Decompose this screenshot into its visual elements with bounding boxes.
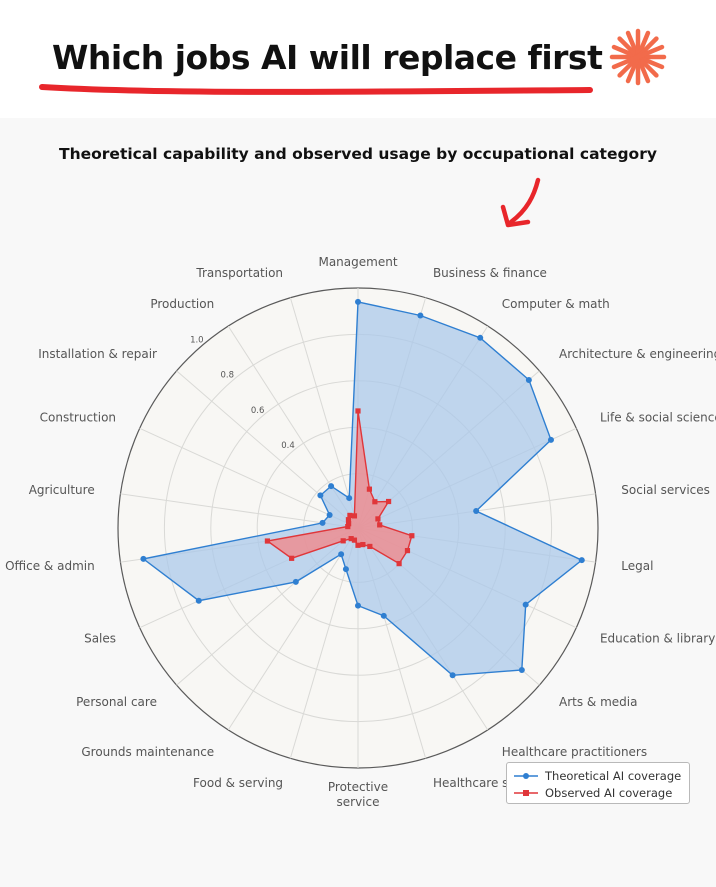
data-point-observed [385,498,392,505]
series-layer [140,298,585,679]
data-point-theoretical [346,495,353,502]
data-point-observed [396,561,402,567]
category-label: service [337,795,380,809]
data-point-theoretical [195,597,202,604]
data-point-observed [346,521,352,527]
data-point-theoretical [355,602,361,609]
data-point-observed [377,522,383,528]
radial-tick-label: 0.6 [251,406,265,416]
sparkle-icon [609,28,667,86]
data-point-observed [340,538,346,544]
legend-label-observed: Observed AI coverage [545,786,673,800]
category-label: Office & admin [5,559,95,573]
data-point-theoretical [140,555,147,562]
data-point-observed [348,536,354,542]
category-label: Transportation [195,266,283,280]
data-point-theoretical [342,566,349,573]
category-label: Sales [84,632,116,646]
category-label: Grounds maintenance [81,745,214,759]
data-point-observed [366,486,373,492]
data-point-theoretical [518,666,525,673]
data-point-theoretical [477,334,484,341]
legend-swatch-observed [514,790,538,796]
radar-spoke [227,527,359,731]
category-label: Education & library [600,632,715,646]
hand-drawn-arrow [500,177,541,228]
category-label: Life & social sciences [600,410,716,424]
data-point-observed [347,512,353,519]
legend-item-theoretical: Theoretical AI coverage [513,768,681,784]
data-point-theoretical [473,508,480,515]
data-point-theoretical [449,672,456,679]
legend-label-theoretical: Theoretical AI coverage [545,769,682,783]
data-point-observed [345,517,352,523]
data-point-observed [264,538,271,544]
data-point-theoretical [578,557,585,564]
category-label: Management [318,255,397,269]
category-label: Healthcare practitioners [502,745,647,759]
category-label: Computer & math [502,297,610,311]
category-label: Architecture & engineering [559,347,716,361]
data-point-theoretical [326,512,333,519]
data-point-observed [372,499,378,505]
radial-tick-label: 0.4 [281,441,295,451]
data-point-theoretical [522,601,529,608]
data-point-observed [367,543,373,550]
data-point-theoretical [547,436,554,443]
data-point-theoretical [338,551,345,558]
arrow-shaft [508,177,541,225]
data-point-observed [351,537,358,543]
category-label: Social services [621,483,710,497]
radar-spoke [289,297,359,529]
data-point-observed [360,541,366,548]
radar-spoke [120,493,359,529]
data-point-observed [355,408,361,414]
data-point-observed [409,533,415,539]
category-label: Agriculture [29,483,95,497]
arrow-head [500,204,531,228]
data-point-observed [351,513,358,519]
category-label: Installation & repair [38,347,157,361]
headline-underline [39,84,593,95]
category-label: Business & finance [433,266,547,280]
data-point-theoretical [317,492,324,499]
data-point-theoretical [380,612,387,619]
radial-tick-label: 0.8 [220,371,234,381]
radial-ticks: 0.4 0.6 0.8 1.0 [190,336,295,451]
legend: Theoretical AI coverage Observed AI cove… [506,762,690,804]
chart-title: Theoretical capability and observed usag… [59,145,657,163]
category-label: Legal [621,559,653,573]
category-label: Food & serving [193,776,283,790]
data-point-observed [345,523,351,530]
data-point-theoretical [417,312,424,319]
category-labels: Management Business & finance Computer & m… [5,255,716,809]
category-label: Production [150,297,214,311]
category-label: Construction [40,410,116,424]
data-point-observed [375,516,381,522]
category-label: Personal care [76,695,157,709]
data-point-observed [355,542,361,548]
data-point-observed [289,555,295,561]
category-label: Protective [328,780,388,794]
headline: Which jobs AI will replace first [52,38,603,77]
data-point-theoretical [319,519,326,526]
category-label: Arts & media [559,695,637,709]
data-point-theoretical [328,483,335,490]
data-point-theoretical [355,298,361,305]
data-point-observed [404,547,411,554]
radar-spoke [139,427,359,529]
legend-item-observed: Observed AI coverage [513,785,672,801]
data-point-theoretical [525,376,532,383]
legend-swatch-theoretical [514,773,538,779]
radial-tick-label: 1.0 [190,336,204,346]
header [0,0,716,118]
data-point-theoretical [292,578,299,585]
